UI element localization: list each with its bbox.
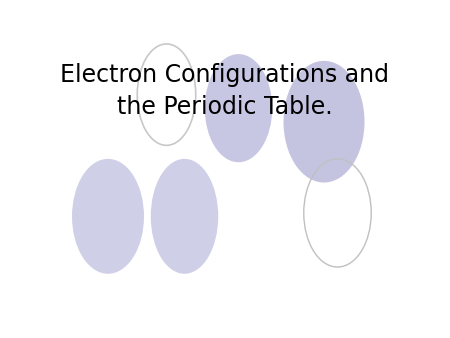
Ellipse shape <box>205 54 272 162</box>
Ellipse shape <box>151 159 218 274</box>
Text: Electron Configurations and
the Periodic Table.: Electron Configurations and the Periodic… <box>60 64 390 119</box>
Ellipse shape <box>72 159 144 274</box>
Ellipse shape <box>284 61 364 183</box>
